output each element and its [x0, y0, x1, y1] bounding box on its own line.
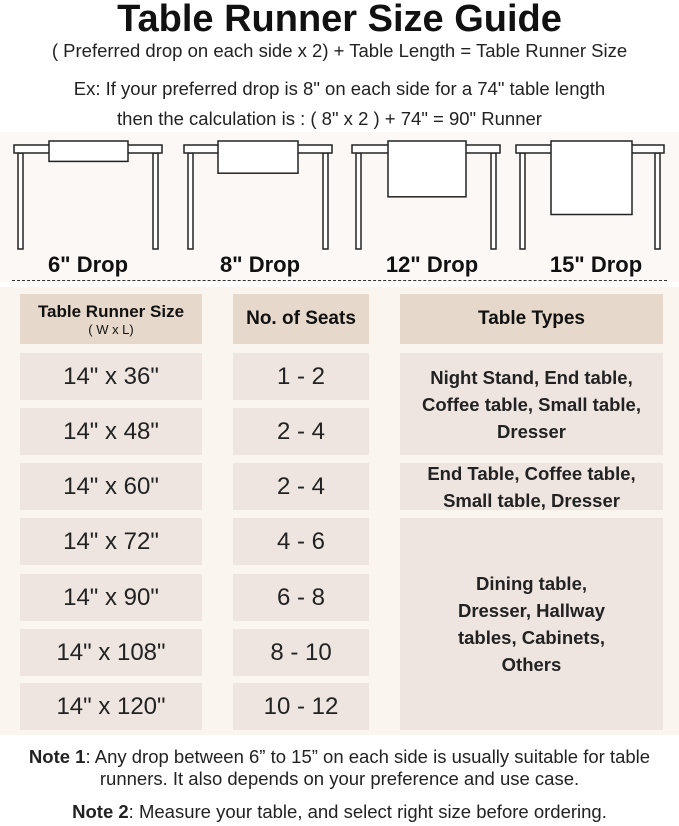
size-cell: 14" x 60" [20, 463, 202, 510]
table-leg [355, 152, 362, 250]
types-group-2: End Table, Coffee table, Small table, Dr… [400, 463, 663, 511]
header-size-label: Table Runner Size [37, 301, 185, 321]
drop-illustrations [0, 132, 679, 282]
seats-cell: 2 - 4 [233, 408, 369, 455]
table-runner [387, 140, 467, 198]
seats-cell: 8 - 10 [233, 629, 369, 676]
note-1-text: : Any drop between 6” to 15” on each sid… [85, 746, 651, 789]
seats-cell: 10 - 12 [233, 683, 369, 730]
seats-cell: 2 - 4 [233, 463, 369, 510]
drop-label-15: 15" Drop [549, 252, 643, 277]
table-runner [217, 140, 299, 174]
size-cell: 14" x 120" [20, 683, 202, 730]
size-cell: 14" x 108" [20, 629, 202, 676]
page-title: Table Runner Size Guide [117, 0, 562, 40]
table-runner [48, 140, 129, 163]
note-2-text: : Measure your table, and select right s… [128, 801, 607, 822]
types-group-1: Night Stand, End table, Coffee table, Sm… [400, 353, 663, 455]
seats-cell: 4 - 6 [233, 518, 369, 565]
size-cell: 14" x 48" [20, 408, 202, 455]
table-runner [550, 140, 633, 216]
header-types: Table Types [400, 294, 663, 344]
table-leg [490, 152, 497, 250]
header-size: Table Runner Size ( W x L) [20, 294, 202, 344]
table-leg [17, 152, 24, 250]
table-leg [187, 152, 194, 250]
table-leg [152, 152, 159, 250]
formula: ( Preferred drop on each side x 2) + Tab… [51, 40, 628, 61]
example-line-1: Ex: If your preferred drop is 8" on each… [73, 78, 606, 99]
header-size-sub: ( W x L) [88, 321, 134, 337]
drop-label-8: 8" Drop [219, 252, 301, 277]
example-line-2: then the calculation is : ( 8" x 2 ) + 7… [117, 108, 542, 129]
table-leg [322, 152, 329, 250]
seats-cell: 6 - 8 [233, 574, 369, 621]
size-table: Table Runner Size ( W x L) No. of Seats … [0, 287, 679, 735]
note-2-label: Note 2 [72, 801, 129, 822]
drop-label-12: 12" Drop [385, 252, 479, 277]
note-2: Note 2: Measure your table, and select r… [0, 801, 679, 823]
header-seats: No. of Seats [233, 294, 369, 344]
divider [12, 280, 667, 281]
size-cell: 14" x 36" [20, 353, 202, 400]
note-1: Note 1: Any drop between 6” to 15” on ea… [0, 746, 679, 790]
table-leg [519, 152, 526, 250]
size-cell: 14" x 72" [20, 518, 202, 565]
size-cell: 14" x 90" [20, 574, 202, 621]
types-group-3: Dining table, Dresser, Hallway tables, C… [400, 518, 663, 730]
seats-cell: 1 - 2 [233, 353, 369, 400]
table-leg [654, 152, 661, 250]
note-1-label: Note 1 [28, 746, 86, 767]
drop-label-6: 6" Drop [47, 252, 129, 277]
